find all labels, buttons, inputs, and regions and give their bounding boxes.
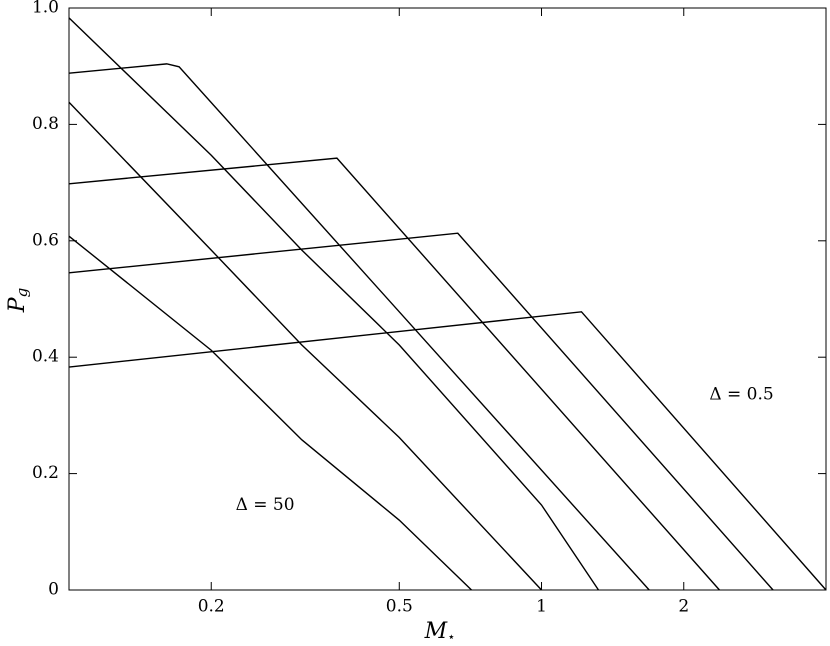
x-tick-label: 0.5	[386, 597, 413, 617]
y-tick-label: 0.4	[32, 347, 59, 367]
line	[68, 101, 543, 591]
line	[68, 157, 720, 591]
y-tick-label: 0	[48, 580, 59, 600]
x-tick-label: 1	[536, 597, 547, 617]
y-tick-label: 0.2	[32, 463, 59, 483]
line	[68, 232, 774, 591]
x-label-main: M	[424, 619, 448, 644]
annotation: Δ = 0.5	[709, 385, 773, 405]
x-axis-label: M⋆	[424, 619, 456, 645]
line	[68, 311, 827, 591]
y-label-main: P	[5, 296, 30, 313]
x-tick-label: 0.2	[198, 597, 225, 617]
y-label-sub: g	[13, 288, 31, 298]
plot-frame	[68, 7, 827, 591]
line	[68, 235, 473, 591]
y-axis-label: Pg	[5, 288, 31, 313]
x-label-sub: ⋆	[447, 630, 455, 645]
y-tick-label: 0.8	[32, 114, 59, 134]
line	[68, 63, 650, 591]
line	[68, 17, 600, 591]
y-tick-label: 1.0	[32, 0, 59, 18]
y-tick-label: 0.6	[32, 230, 59, 250]
annotation: Δ = 50	[236, 495, 295, 515]
x-tick-label: 2	[678, 597, 689, 617]
